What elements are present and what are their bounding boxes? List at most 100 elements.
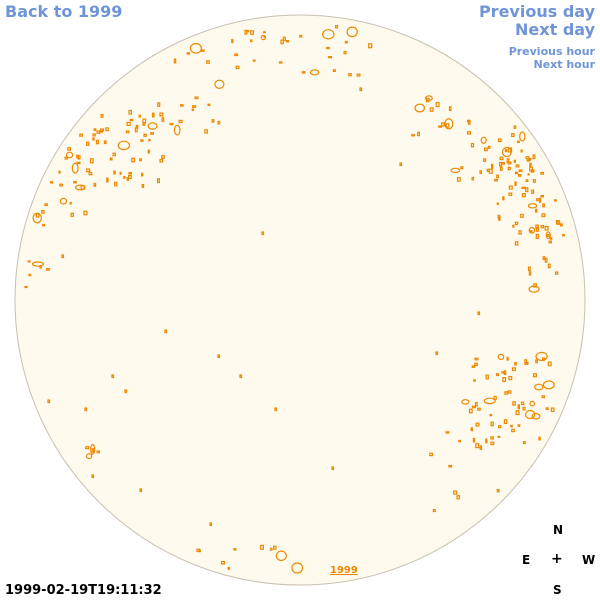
- contour-mark: [527, 203, 538, 209]
- contour-mark: [164, 329, 168, 334]
- contour-mark: [209, 522, 213, 527]
- contour-mark: [532, 179, 536, 183]
- contour-mark: [131, 157, 135, 163]
- contour-mark: [485, 438, 488, 444]
- contour-mark: [511, 428, 515, 433]
- contour-mark: [161, 155, 165, 159]
- contour-mark: [496, 488, 500, 493]
- contour-mark: [502, 162, 506, 165]
- contour-mark: [35, 213, 40, 218]
- contour-mark: [275, 550, 287, 562]
- contour-mark: [490, 421, 494, 427]
- contour-mark: [479, 170, 482, 175]
- contour-mark: [470, 427, 474, 432]
- contour-mark: [191, 108, 194, 112]
- contour-mark: [129, 118, 134, 122]
- contour-mark: [39, 265, 42, 269]
- contour-mark: [263, 35, 266, 38]
- contour-mark: [497, 138, 502, 143]
- contour-mark: [142, 123, 146, 126]
- contour-mark: [514, 171, 519, 175]
- contour-mark: [44, 203, 48, 207]
- contour-mark: [517, 424, 521, 427]
- contour-mark: [331, 466, 335, 471]
- previous-hour-link[interactable]: Previous hour: [508, 45, 595, 58]
- contour-mark: [100, 128, 105, 132]
- contour-mark: [540, 225, 545, 229]
- contour-mark: [514, 241, 519, 246]
- contour-mark: [504, 149, 508, 153]
- contour-mark: [113, 170, 116, 175]
- contour-mark: [444, 118, 454, 130]
- contour-mark: [475, 443, 480, 449]
- next-hour-link[interactable]: Next hour: [533, 58, 596, 71]
- contour-mark: [134, 127, 138, 133]
- contour-mark: [198, 549, 202, 553]
- contour-mark: [124, 389, 128, 394]
- contour-mark: [27, 260, 31, 263]
- contour-mark: [126, 121, 131, 127]
- contour-mark: [233, 547, 237, 551]
- contour-mark: [252, 59, 256, 62]
- contour-mark: [261, 231, 265, 236]
- contour-mark: [64, 156, 69, 160]
- contour-mark: [47, 399, 51, 404]
- contour-mark: [499, 162, 503, 167]
- contour-mark: [80, 185, 85, 190]
- contour-mark: [234, 53, 239, 57]
- contour-mark: [269, 547, 273, 551]
- contour-mark: [141, 184, 145, 188]
- contour-mark: [536, 198, 539, 202]
- contour-mark: [554, 271, 559, 275]
- contour-mark: [346, 26, 358, 38]
- contour-mark: [497, 353, 505, 360]
- contour-mark: [522, 406, 526, 411]
- contour-mark: [547, 361, 552, 367]
- contour-mark: [538, 436, 541, 441]
- contour-mark: [117, 140, 131, 151]
- back-to-year-link[interactable]: Back to 1999: [5, 2, 123, 21]
- contour-mark: [490, 441, 495, 446]
- contour-mark: [518, 169, 523, 172]
- contour-mark: [173, 58, 177, 64]
- contour-mark: [221, 560, 226, 565]
- compass-center: +: [551, 551, 563, 567]
- next-day-link[interactable]: Next day: [515, 20, 595, 39]
- contour-mark: [517, 174, 522, 177]
- contour-mark: [520, 213, 524, 218]
- year-link[interactable]: 1999: [330, 565, 358, 576]
- contour-mark: [503, 419, 508, 424]
- contour-mark: [285, 39, 290, 43]
- contour-mark: [189, 42, 202, 54]
- contour-mark: [512, 224, 515, 228]
- contour-mark: [91, 448, 95, 453]
- contour-mark: [42, 223, 46, 227]
- contour-mark: [92, 137, 95, 141]
- contour-mark: [497, 435, 501, 438]
- contour-mark: [95, 139, 99, 145]
- contour-mark: [534, 208, 538, 213]
- previous-day-link[interactable]: Previous day: [478, 2, 595, 21]
- contour-mark: [542, 203, 545, 208]
- contour-mark: [250, 39, 253, 43]
- contour-mark: [508, 376, 513, 381]
- contour-mark: [474, 402, 478, 407]
- contour-mark: [448, 464, 453, 468]
- contour-mark: [161, 117, 165, 122]
- contour-mark: [211, 119, 215, 123]
- contour-mark: [335, 25, 339, 29]
- contour-mark: [207, 103, 211, 107]
- contour-mark: [326, 46, 330, 50]
- contour-mark: [201, 49, 205, 52]
- contour-mark: [513, 125, 517, 129]
- contour-mark: [31, 261, 45, 267]
- contour-mark: [204, 129, 208, 134]
- contour-mark: [559, 223, 563, 227]
- contour-mark: [529, 400, 536, 407]
- contour-mark: [474, 357, 479, 361]
- contour-mark: [250, 30, 255, 35]
- contour-mark: [103, 140, 107, 145]
- contour-mark: [544, 257, 548, 263]
- contour-mark: [79, 133, 84, 137]
- contour-mark: [538, 197, 542, 203]
